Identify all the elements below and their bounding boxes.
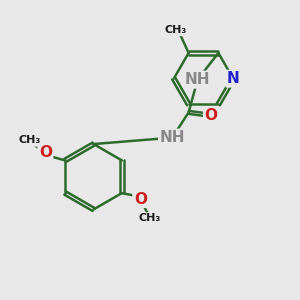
Text: O: O — [134, 191, 147, 206]
Text: NH: NH — [160, 130, 185, 145]
Text: NH: NH — [185, 72, 210, 87]
Text: CH₃: CH₃ — [18, 136, 41, 146]
Text: O: O — [39, 146, 52, 160]
Text: O: O — [204, 108, 218, 123]
Text: N: N — [227, 71, 240, 86]
Text: CH₃: CH₃ — [138, 213, 160, 224]
Text: CH₃: CH₃ — [164, 25, 186, 35]
